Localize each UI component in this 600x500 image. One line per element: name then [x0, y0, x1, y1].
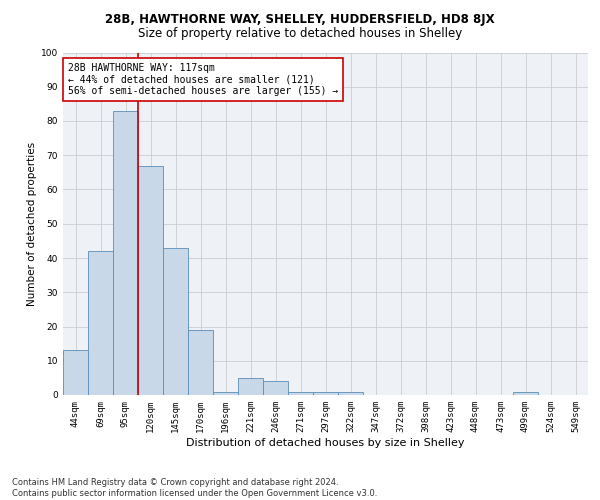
Text: Size of property relative to detached houses in Shelley: Size of property relative to detached ho… [138, 28, 462, 40]
Bar [113, 110, 138, 395]
Bar [238, 378, 263, 395]
Bar [263, 382, 288, 395]
Bar [213, 392, 238, 395]
Bar [288, 392, 313, 395]
X-axis label: Distribution of detached houses by size in Shelley: Distribution of detached houses by size … [186, 438, 465, 448]
Bar [338, 392, 363, 395]
Text: 28B HAWTHORNE WAY: 117sqm
← 44% of detached houses are smaller (121)
56% of semi: 28B HAWTHORNE WAY: 117sqm ← 44% of detac… [68, 63, 338, 96]
Bar [63, 350, 88, 395]
Text: 28B, HAWTHORNE WAY, SHELLEY, HUDDERSFIELD, HD8 8JX: 28B, HAWTHORNE WAY, SHELLEY, HUDDERSFIEL… [105, 12, 495, 26]
Bar [138, 166, 163, 395]
Bar [313, 392, 338, 395]
Bar [513, 392, 538, 395]
Bar [163, 248, 188, 395]
Text: Contains HM Land Registry data © Crown copyright and database right 2024.
Contai: Contains HM Land Registry data © Crown c… [12, 478, 377, 498]
Bar [88, 251, 113, 395]
Y-axis label: Number of detached properties: Number of detached properties [27, 142, 37, 306]
Bar [188, 330, 213, 395]
